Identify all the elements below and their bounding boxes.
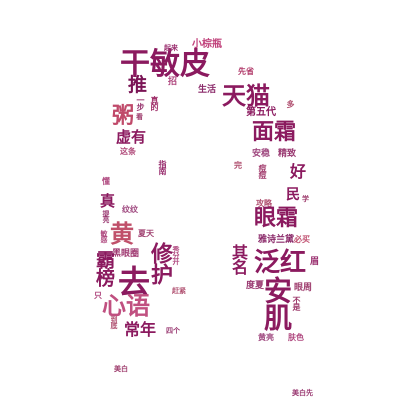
word-zhinan: 指南 xyxy=(158,160,167,174)
word-fuse: 肤色 xyxy=(288,333,304,342)
word-min: 民 xyxy=(286,187,300,203)
word-xiu-fenkai: 秀分开 xyxy=(172,246,180,264)
word-sige: 四个 xyxy=(166,327,180,335)
word-xuyou: 虚有 xyxy=(116,128,147,146)
word-doudou: 痘痘 xyxy=(258,164,267,178)
word-zhi: 只 xyxy=(94,291,102,300)
word-bimai: 必买 xyxy=(294,235,310,244)
word-daodi: 到底 xyxy=(110,316,118,328)
word-heiyanquan: 黑眼圈 xyxy=(112,249,140,259)
word-dong: 懂 xyxy=(102,177,110,186)
word-huangliang: 黄亮 xyxy=(258,333,274,342)
word-babang: 霸榜 xyxy=(93,250,115,286)
word-yanzhou: 眼周 xyxy=(294,283,313,293)
word-yibu: 一步 xyxy=(136,96,145,110)
word-anji: 安肌 xyxy=(260,276,293,330)
word-hao: 好 xyxy=(290,162,307,181)
word-xue: 学 xyxy=(302,195,309,203)
word-mingan: 敏感 xyxy=(100,230,108,242)
word-changnian: 常年 xyxy=(124,320,157,339)
word-tianmao: 天猫 xyxy=(222,82,270,110)
word-gonglue: 攻略 xyxy=(256,199,272,208)
word-fanhong: 泛红 xyxy=(254,248,307,278)
word-duo: 多 xyxy=(286,100,295,107)
word-xiatian: 夏天 xyxy=(138,229,154,238)
word-anwen: 安稳 xyxy=(252,149,271,159)
word-mianshuang: 面霜 xyxy=(252,120,297,145)
word-xiao-zong-ping: 小棕瓶 xyxy=(192,39,222,50)
word-duxia: 度夏 xyxy=(246,281,265,291)
word-bushi: 不是 xyxy=(292,296,301,310)
word-mei-eyebrow: 眉 xyxy=(310,257,320,267)
word-qilai: 起来 xyxy=(164,44,178,52)
word-yashi-landai: 雅诗兰黛 xyxy=(258,235,295,245)
word-xiuhu: 修护 xyxy=(147,242,172,284)
word-qu: 去 xyxy=(118,263,151,301)
word-xiansheng: 先省 xyxy=(238,67,254,76)
word-gan-min-pi: 干敏皮 xyxy=(120,47,210,82)
word-wan: 完 xyxy=(234,161,242,170)
word-xinyu: 心语 xyxy=(102,292,150,320)
word-jingzhi: 精致 xyxy=(278,149,297,159)
word-zhetiao: 这条 xyxy=(120,147,136,156)
word-wenwen: 纹纹 xyxy=(122,205,138,214)
word-ganjin: 赶紧 xyxy=(172,287,186,295)
word-zhen: 真 xyxy=(100,192,116,210)
word-yanshuang: 眼霜 xyxy=(254,206,299,231)
word-kan: 看 xyxy=(136,113,143,121)
word-zhende: 真的 xyxy=(150,96,159,110)
word-shenghuo: 生活 xyxy=(198,85,217,95)
word-huang: 黄 xyxy=(110,220,134,248)
word-meibai-xian: 美白先 xyxy=(292,389,313,397)
word-meibai: 美白 xyxy=(114,365,128,373)
word-zhao: 招 xyxy=(168,77,178,87)
word-zhou: 粥 xyxy=(112,104,135,129)
word-tui: 推 xyxy=(128,74,148,96)
word-tiliang: 提亮 xyxy=(102,210,110,222)
word-qiming: 其名 xyxy=(229,244,248,274)
word-di-wu-dai: 第五代 xyxy=(246,107,276,118)
